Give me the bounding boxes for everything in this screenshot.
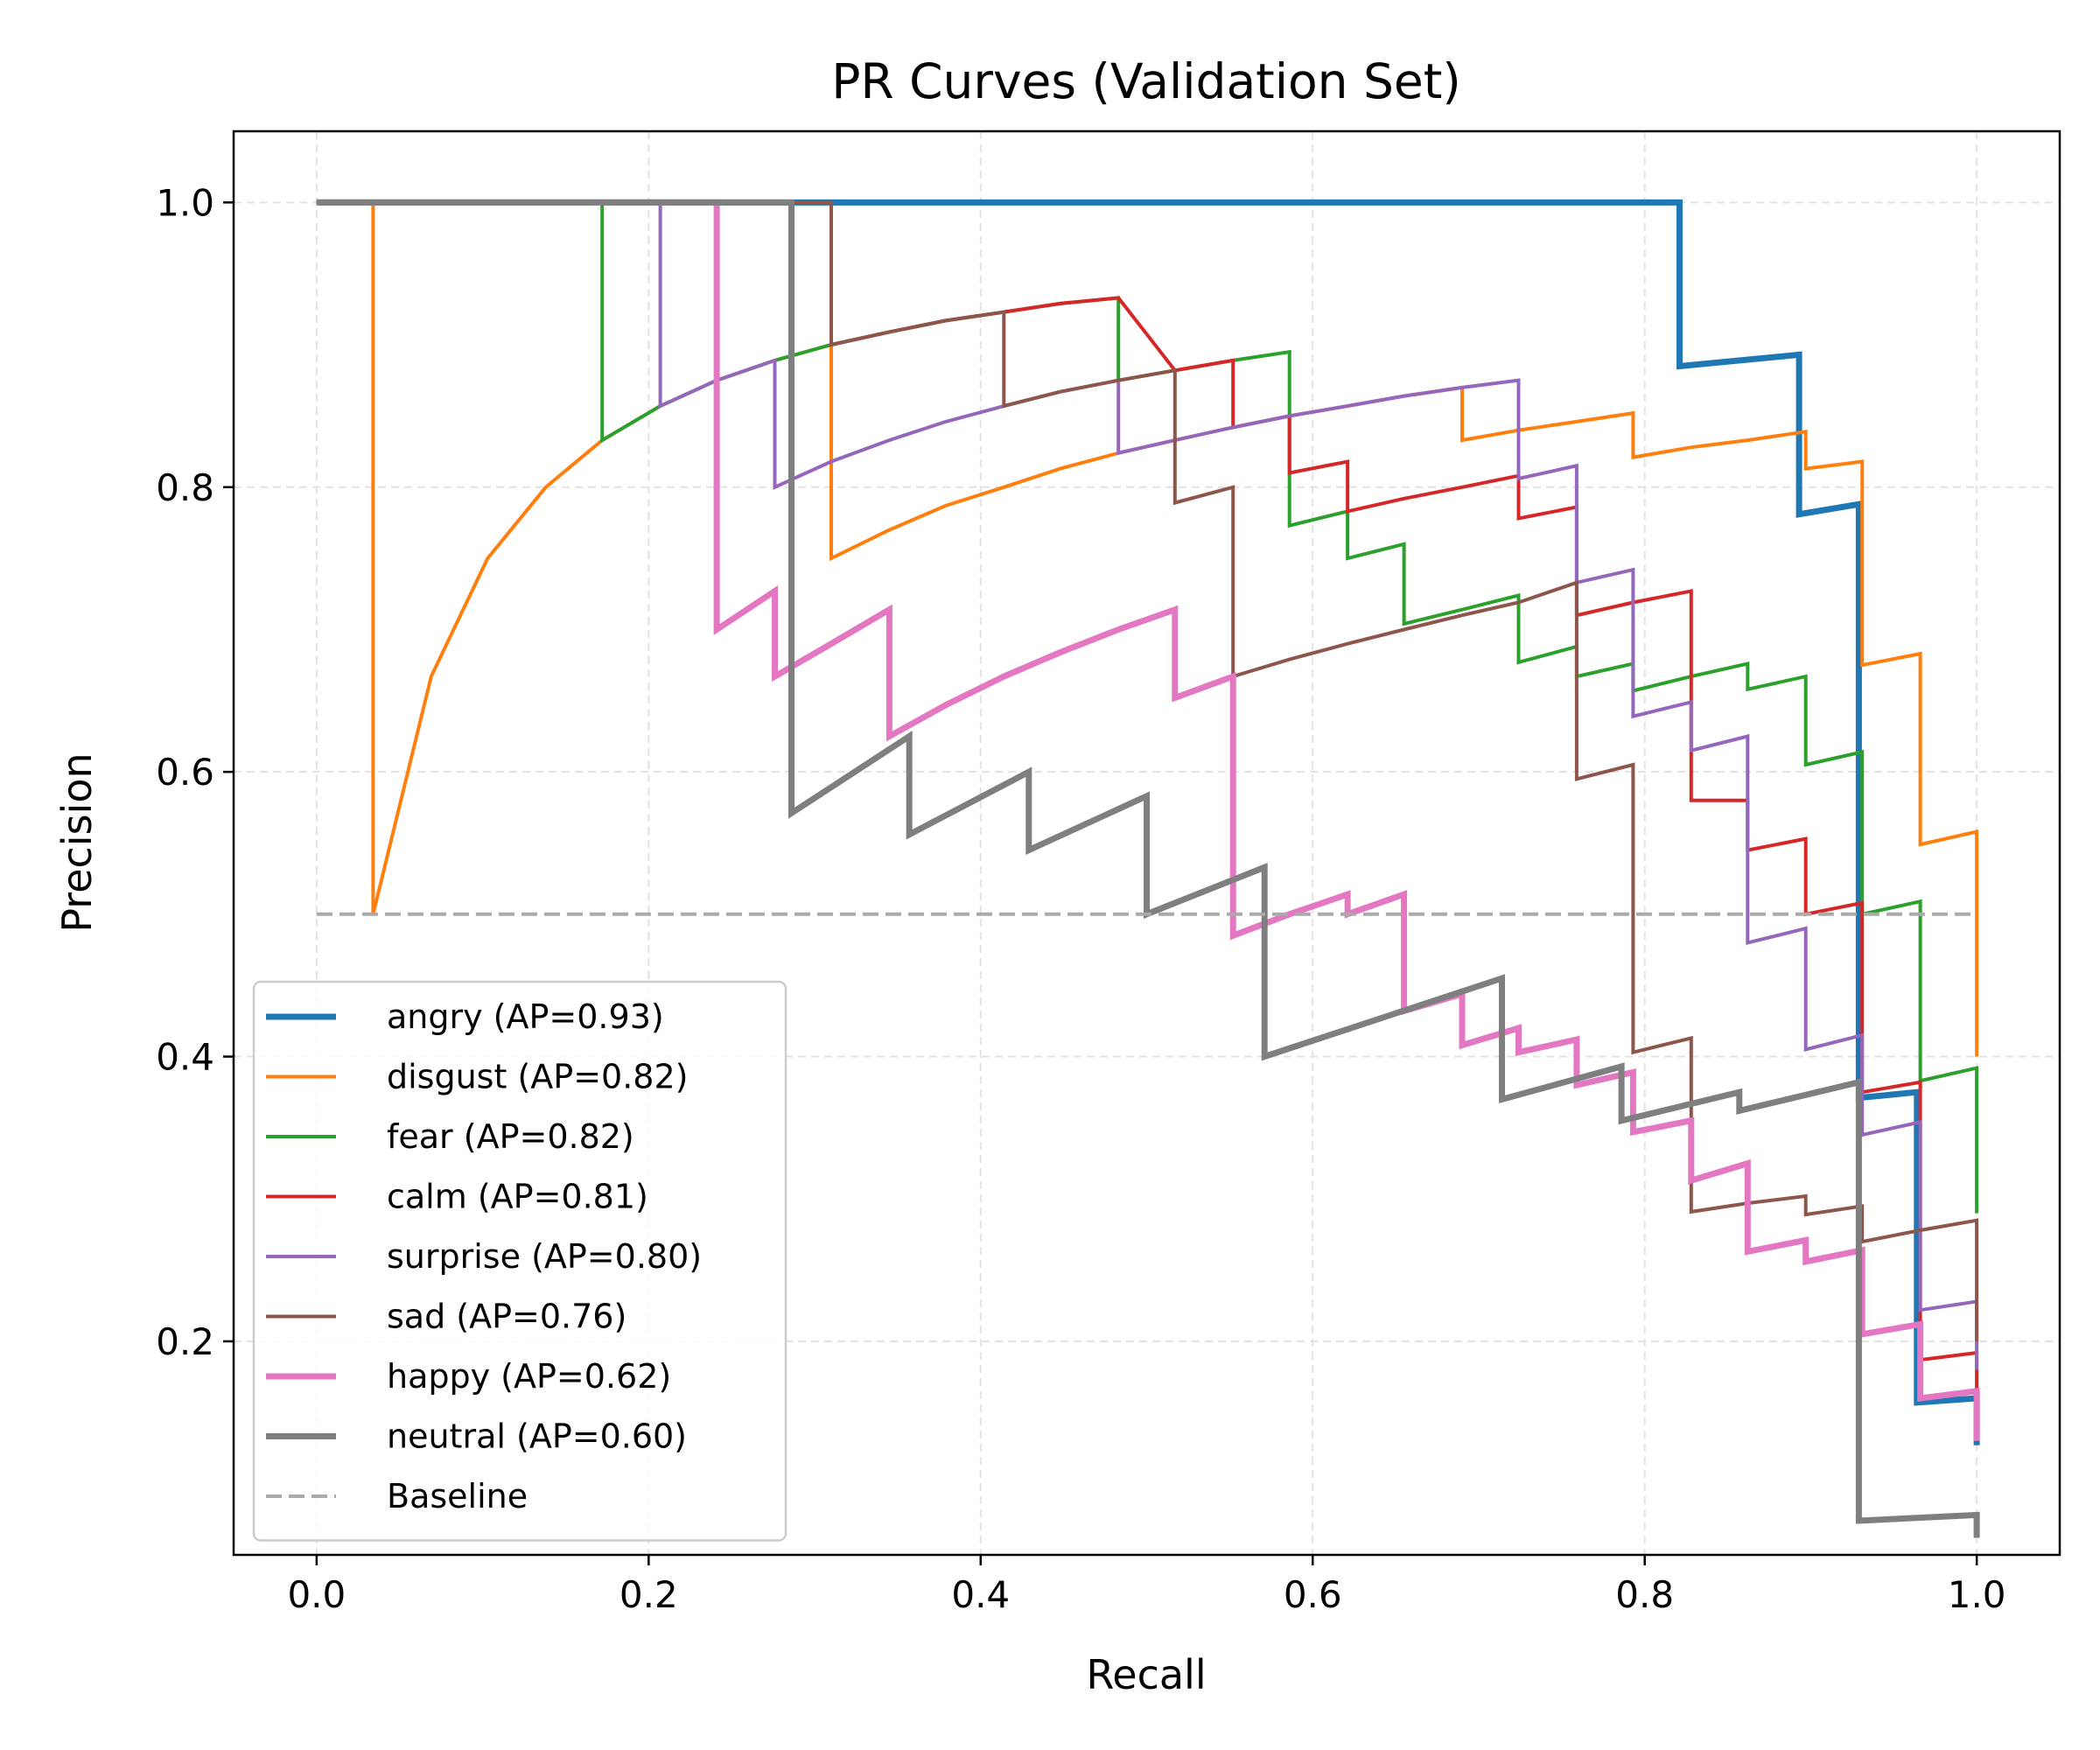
legend-label: happy (AP=0.62) <box>387 1357 671 1396</box>
y-tick-label: 0.8 <box>156 466 214 509</box>
legend-label: calm (AP=0.81) <box>387 1178 648 1216</box>
series-line-sad <box>316 200 1979 1341</box>
y-axis-label: Precision <box>53 752 101 932</box>
legend-label: fear (AP=0.82) <box>387 1117 634 1156</box>
series-group <box>316 199 1980 1538</box>
x-axis-label: Recall <box>1086 1651 1206 1698</box>
legend: angry (AP=0.93) disgust (AP=0.82) fear (AP… <box>252 980 788 1542</box>
x-tick-label: 0.8 <box>1615 1573 1674 1616</box>
series-line-surprise <box>316 200 1979 1370</box>
legend-label: disgust (AP=0.82) <box>387 1058 688 1096</box>
x-tick-label: 0.6 <box>1284 1573 1342 1616</box>
legend-label: sad (AP=0.76) <box>387 1298 626 1336</box>
x-tick-label: 0.0 <box>287 1573 346 1616</box>
series-line-neutral <box>316 199 1980 1538</box>
y-tick-label: 1.0 <box>156 181 214 224</box>
x-tick-label: 0.4 <box>951 1573 1010 1616</box>
series-line-angry <box>316 199 1980 1446</box>
legend-label: Baseline <box>387 1477 528 1516</box>
x-tick-label: 0.2 <box>620 1573 678 1616</box>
plot-frame <box>232 130 2062 1557</box>
chart-title: PR Curves (Validation Set) <box>831 53 1461 109</box>
x-tick-label: 1.0 <box>1948 1573 2006 1616</box>
y-tick-label: 0.6 <box>156 751 214 794</box>
x-axis-ticks: 0.0 0.2 0.4 0.6 0.8 1.0 <box>287 1555 2006 1616</box>
y-axis-ticks: 0.2 0.4 0.6 0.8 1.0 <box>156 181 234 1363</box>
legend-label: angry (AP=0.93) <box>387 998 664 1036</box>
legend-label: surprise (AP=0.80) <box>387 1237 702 1276</box>
legend-box <box>252 980 788 1542</box>
y-tick-label: 0.2 <box>156 1320 214 1363</box>
y-tick-label: 0.4 <box>156 1036 214 1079</box>
legend-label: neutral (AP=0.60) <box>387 1418 687 1456</box>
